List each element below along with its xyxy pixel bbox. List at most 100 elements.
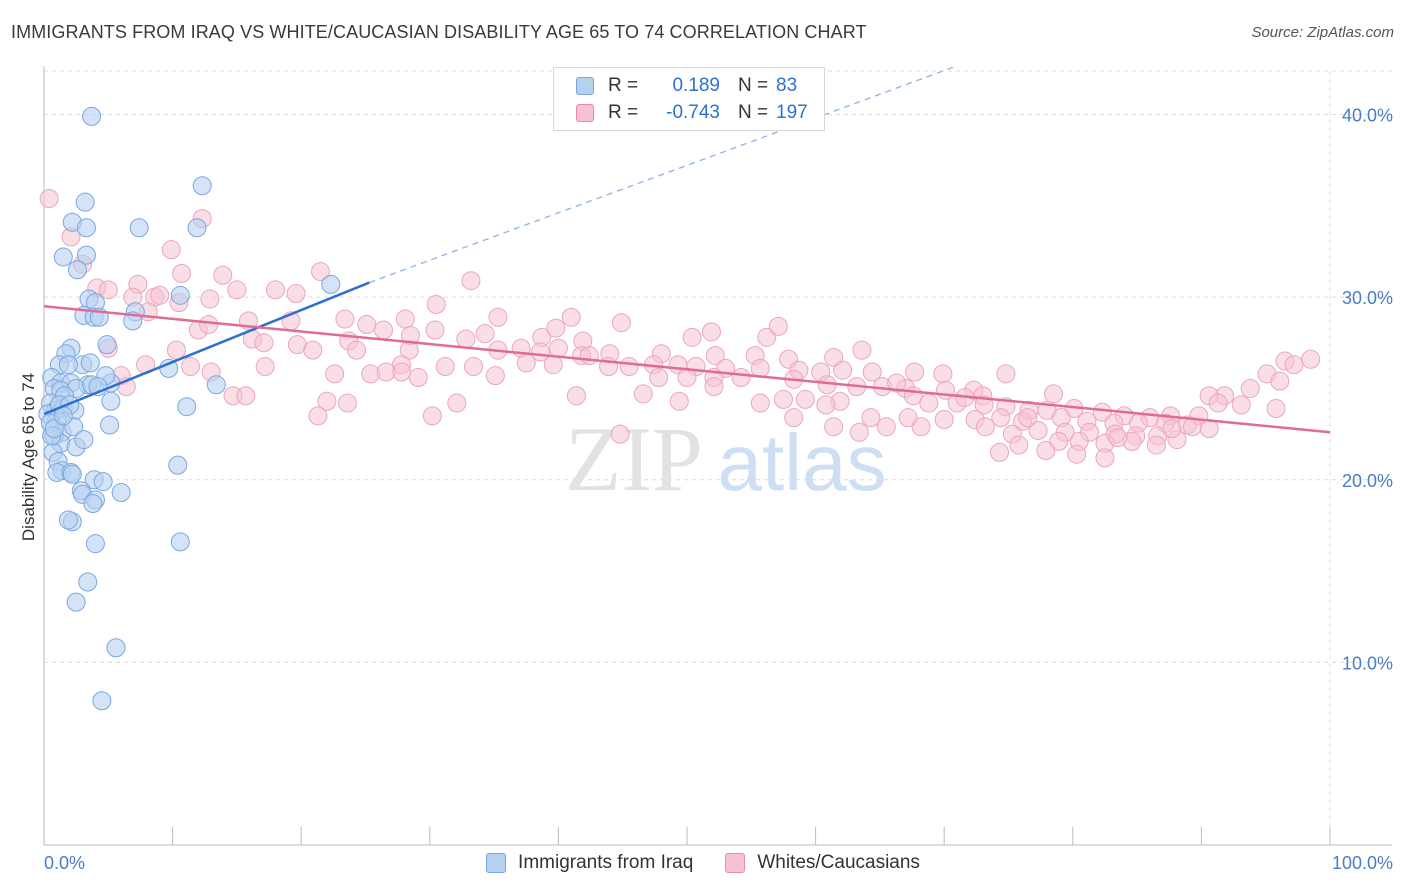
data-point-whites bbox=[816, 395, 836, 415]
data-point-whites bbox=[849, 422, 869, 442]
data-point-iraq bbox=[67, 260, 87, 280]
data-point-whites bbox=[395, 309, 415, 329]
data-point-iraq bbox=[168, 455, 188, 475]
data-point-whites bbox=[1108, 428, 1128, 448]
data-point-whites bbox=[773, 389, 793, 409]
data-point-whites bbox=[1049, 431, 1069, 451]
data-point-whites bbox=[1208, 393, 1228, 413]
data-point-iraq bbox=[75, 192, 95, 212]
data-point-whites bbox=[861, 408, 881, 428]
legend-swatch-whites bbox=[725, 853, 746, 873]
data-point-whites bbox=[1146, 435, 1166, 455]
data-point-iraq bbox=[206, 375, 226, 395]
data-point-whites bbox=[150, 285, 170, 305]
legend-row-iraq: R = 0.189 N = 83 bbox=[576, 74, 797, 98]
data-point-whites bbox=[548, 338, 568, 358]
trend-line-iraq bbox=[44, 281, 370, 416]
data-point-whites bbox=[317, 391, 337, 411]
data-point-whites bbox=[1009, 435, 1029, 455]
data-point-whites bbox=[704, 377, 724, 397]
chart-title: IMMIGRANTS FROM IRAQ VS WHITE/CAUCASIAN … bbox=[11, 22, 867, 42]
series-immigrants-from-iraq bbox=[38, 106, 341, 711]
data-point-whites bbox=[919, 393, 939, 413]
data-point-whites bbox=[911, 417, 931, 437]
legend-swatch-iraq bbox=[576, 77, 594, 95]
data-point-whites bbox=[255, 357, 275, 377]
data-point-whites bbox=[161, 240, 181, 260]
data-point-whites bbox=[1036, 441, 1056, 461]
data-point-whites bbox=[701, 322, 721, 342]
data-point-whites bbox=[236, 386, 256, 406]
data-point-whites bbox=[200, 289, 220, 309]
data-point-iraq bbox=[92, 691, 112, 711]
trend-line-whites bbox=[44, 305, 1331, 434]
data-point-whites bbox=[213, 265, 233, 285]
data-point-whites bbox=[784, 408, 804, 428]
data-point-whites bbox=[1231, 395, 1251, 415]
data-point-whites bbox=[898, 408, 918, 428]
data-point-whites bbox=[461, 271, 481, 291]
watermark-zip: ZIP bbox=[565, 408, 703, 510]
data-point-iraq bbox=[97, 335, 117, 355]
legend-item-iraq: Immigrants from Iraq bbox=[486, 852, 693, 874]
trend-line-iraq-projection bbox=[369, 66, 959, 284]
data-point-whites bbox=[996, 364, 1016, 384]
legend-swatch-iraq bbox=[486, 853, 507, 873]
data-point-whites bbox=[852, 340, 872, 360]
data-point-whites bbox=[933, 364, 953, 384]
data-point-whites bbox=[199, 315, 219, 335]
data-point-whites bbox=[408, 367, 428, 387]
x-tick-label-max: 100.0% bbox=[1332, 853, 1393, 873]
legend-n-value: 197 bbox=[776, 102, 808, 123]
data-point-whites bbox=[310, 262, 330, 282]
data-point-whites bbox=[876, 417, 896, 437]
data-point-whites bbox=[677, 367, 697, 387]
data-point-whites bbox=[1199, 419, 1219, 439]
data-point-whites bbox=[862, 362, 882, 382]
data-point-iraq bbox=[111, 483, 131, 503]
data-point-iraq bbox=[93, 472, 113, 492]
legend-label-whites: Whites/Caucasians bbox=[757, 852, 920, 873]
legend-r-value: 0.189 bbox=[672, 75, 720, 96]
data-point-whites bbox=[254, 333, 274, 353]
legend-n-label: N = bbox=[738, 75, 769, 96]
data-point-whites bbox=[475, 324, 495, 344]
legend-r-label: R = bbox=[608, 75, 639, 96]
data-point-whites bbox=[1301, 349, 1321, 369]
grid-lines bbox=[44, 70, 1392, 845]
data-point-iraq bbox=[62, 464, 82, 484]
data-point-iraq bbox=[101, 391, 121, 411]
watermark: ZIP atlas bbox=[565, 408, 886, 510]
data-point-whites bbox=[422, 406, 442, 426]
legend-row-whites: R = -0.743 N = 197 bbox=[576, 101, 808, 125]
data-point-iraq bbox=[66, 592, 86, 612]
data-point-iraq bbox=[58, 355, 78, 375]
data-point-iraq bbox=[187, 218, 207, 238]
data-point-whites bbox=[1067, 444, 1087, 464]
legend-label-iraq: Immigrants from Iraq bbox=[518, 852, 694, 873]
data-point-whites bbox=[619, 357, 639, 377]
data-point-whites bbox=[1095, 448, 1115, 468]
data-point-iraq bbox=[82, 106, 102, 126]
data-point-whites bbox=[611, 313, 631, 333]
data-point-whites bbox=[887, 373, 907, 393]
data-point-whites bbox=[934, 409, 954, 429]
data-point-iraq bbox=[74, 430, 94, 450]
data-point-whites bbox=[303, 340, 323, 360]
data-point-whites bbox=[98, 280, 118, 300]
data-point-iraq bbox=[100, 415, 120, 435]
y-axis-title: Disability Age 65 to 74 bbox=[19, 373, 38, 541]
data-point-whites bbox=[488, 307, 508, 327]
legend-swatch-whites bbox=[576, 104, 594, 122]
y-tick-label: 20.0% bbox=[1342, 471, 1393, 491]
data-point-whites bbox=[649, 367, 669, 387]
data-point-whites bbox=[1284, 355, 1304, 375]
data-point-whites bbox=[39, 189, 59, 209]
data-point-iraq bbox=[78, 572, 98, 592]
data-point-whites bbox=[166, 340, 186, 360]
data-point-whites bbox=[346, 340, 366, 360]
data-point-iraq bbox=[192, 176, 212, 196]
x-tick-label-min: 0.0% bbox=[44, 853, 85, 873]
data-point-iraq bbox=[321, 274, 341, 294]
data-point-iraq bbox=[80, 353, 100, 373]
